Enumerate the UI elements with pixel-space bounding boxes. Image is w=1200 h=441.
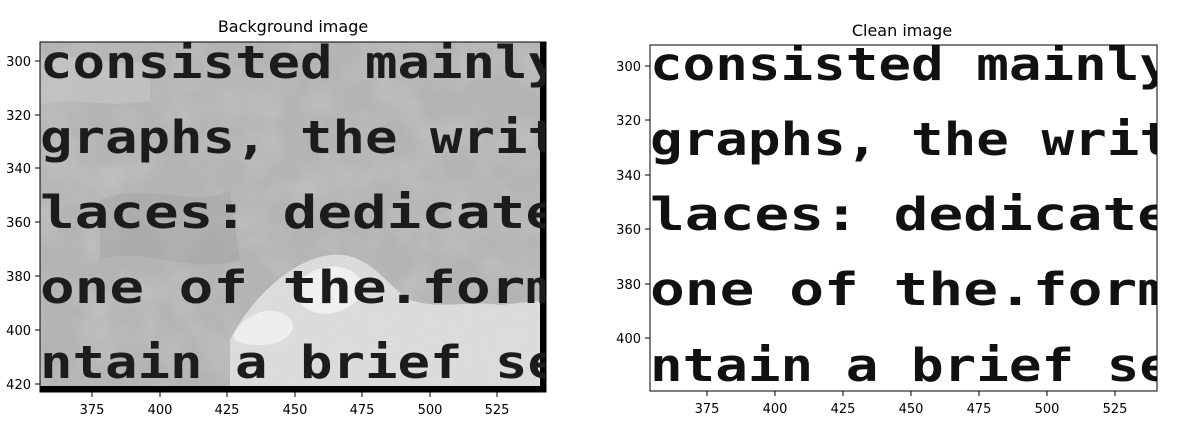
text-line: ntain a brief se — [650, 339, 1172, 392]
text-line: consisted mainly — [650, 38, 1172, 91]
background-image-panel: Background image consisted mainly graphs… — [6, 17, 560, 418]
text-line: one of the.form — [650, 263, 1172, 316]
y-tick-label: 320 — [6, 109, 31, 124]
y-axis: 300 320 340 360 380 400 420 — [6, 55, 40, 393]
x-tick-label: 400 — [148, 403, 173, 418]
text-line: laces: dedicate — [40, 186, 560, 239]
x-tick-label: 375 — [695, 402, 720, 417]
panel-title: Background image — [218, 17, 368, 36]
text-line: consisted mainly — [40, 36, 560, 89]
text-line: laces: dedicate — [650, 188, 1172, 241]
panel-title: Clean image — [852, 21, 952, 40]
x-tick-label: 450 — [283, 403, 308, 418]
x-axis: 375 400 425 450 475 500 525 — [695, 391, 1128, 417]
axes-frame — [39, 41, 547, 393]
y-tick-label: 360 — [616, 223, 641, 238]
document-text: consisted mainly graphs, the writ laces:… — [40, 36, 560, 389]
text-line: one of the.form — [40, 261, 560, 314]
document-text: consisted mainly graphs, the writ laces:… — [650, 38, 1172, 392]
y-tick-label: 420 — [6, 378, 31, 393]
y-tick-label: 300 — [6, 55, 31, 70]
y-tick-label: 320 — [616, 114, 641, 129]
text-line: graphs, the writ — [650, 113, 1172, 166]
x-tick-label: 525 — [1103, 402, 1128, 417]
y-tick-label: 360 — [6, 216, 31, 231]
y-axis: 300 320 340 360 380 400 — [616, 60, 650, 347]
text-line: graphs, the writ — [40, 111, 560, 164]
x-tick-label: 500 — [1035, 402, 1060, 417]
x-tick-label: 525 — [485, 403, 510, 418]
y-tick-label: 380 — [6, 270, 31, 285]
x-tick-label: 475 — [350, 403, 375, 418]
y-tick-label: 340 — [6, 162, 31, 177]
x-tick-label: 425 — [215, 403, 240, 418]
y-tick-label: 400 — [6, 324, 31, 339]
y-tick-label: 400 — [616, 332, 641, 347]
clean-image-panel: Clean image consisted mainly graphs, the… — [616, 21, 1172, 417]
background-image: consisted mainly graphs, the writ laces:… — [40, 36, 560, 392]
x-tick-label: 425 — [831, 402, 856, 417]
y-tick-label: 340 — [616, 169, 641, 184]
text-line: ntain a brief se — [40, 336, 560, 389]
x-tick-label: 400 — [763, 402, 788, 417]
y-tick-label: 380 — [616, 278, 641, 293]
x-tick-label: 375 — [80, 403, 105, 418]
x-axis: 375 400 425 450 475 500 525 — [80, 392, 510, 418]
clean-image: consisted mainly graphs, the writ laces:… — [650, 38, 1172, 392]
x-tick-label: 450 — [899, 402, 924, 417]
x-tick-label: 500 — [418, 403, 443, 418]
axes-frame — [649, 44, 1158, 392]
x-tick-label: 475 — [967, 402, 992, 417]
y-tick-label: 300 — [616, 60, 641, 75]
